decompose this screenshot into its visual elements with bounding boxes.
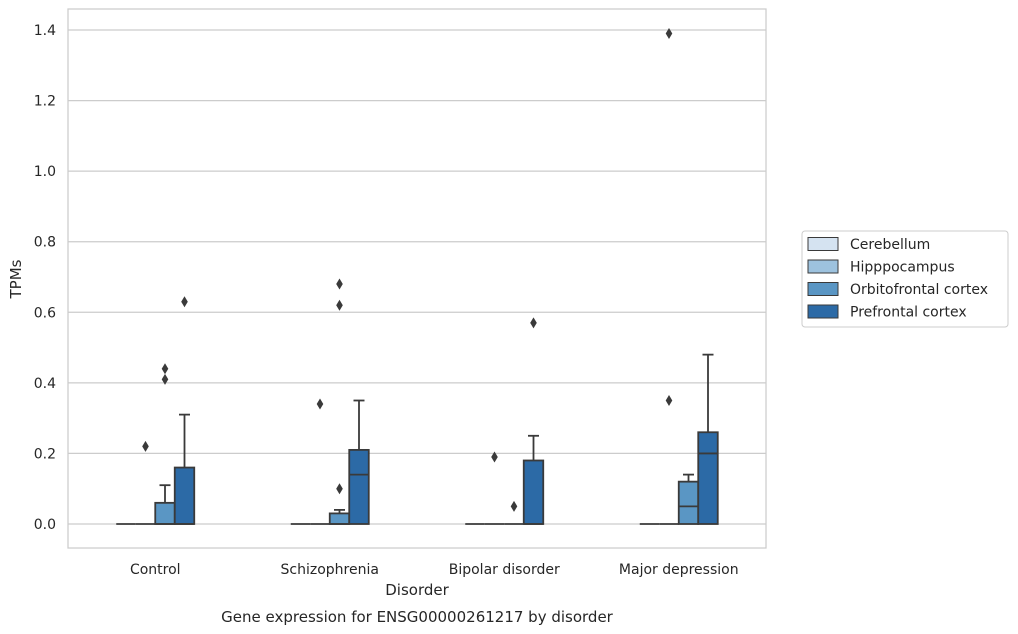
outlier-point (161, 373, 169, 385)
box (348, 448, 370, 525)
outlier-point (161, 363, 169, 375)
outlier-point (316, 398, 324, 410)
y-axis-label: TPMs (7, 259, 25, 299)
box-group (173, 296, 196, 525)
x-axis-label: Disorder (385, 581, 449, 599)
legend-swatch (807, 259, 839, 274)
y-tick-label: 1.2 (34, 94, 56, 110)
y-tick-label: 1.0 (34, 164, 56, 180)
x-tick-label: Bipolar disorder (449, 562, 560, 578)
outlier-point (530, 317, 537, 329)
plot-area-frame (67, 8, 767, 549)
box-group (522, 317, 545, 525)
figure-caption: Gene expression for ENSG00000261217 by d… (221, 608, 614, 626)
y-tick-label: 0.2 (34, 446, 56, 462)
y-tick-label: 0.8 (34, 235, 56, 251)
y-tick-label: 1.4 (34, 23, 56, 39)
y-tick-labels: 0.0 0.2 0.4 0.6 0.8 1.0 1.2 1.4 (34, 23, 56, 533)
outlier-point (665, 28, 673, 40)
outlier-point (336, 299, 343, 311)
x-tick-label: Major depression (619, 562, 739, 578)
legend-item: Orbitofrontal cortex (807, 282, 988, 298)
box-group (154, 363, 176, 525)
box-series (116, 28, 719, 525)
y-tick-label: 0.4 (34, 376, 56, 392)
legend-item: Cerebellum (807, 237, 930, 253)
legend-swatch (807, 282, 839, 296)
x-tick-label: Control (130, 562, 181, 578)
legend-label: Orbitofrontal cortex (850, 282, 988, 298)
outlier-point (491, 451, 498, 463)
outlier-point (336, 483, 343, 495)
box-group (348, 399, 370, 525)
box (328, 512, 351, 525)
box-group (504, 500, 524, 525)
box (173, 466, 196, 525)
legend-item: Hipppocampus (807, 259, 955, 276)
legend-items: Cerebellum Hipppocampus Orbitofrontal cort… (807, 237, 988, 321)
box-group (697, 353, 719, 525)
legend-swatch (807, 237, 839, 251)
box (677, 480, 700, 525)
legend-frame (801, 230, 1009, 328)
box (154, 501, 176, 525)
y-tick-label: 0.0 (34, 517, 56, 533)
box-group (135, 440, 156, 525)
box-group (328, 278, 351, 525)
legend-item: Prefrontal cortex (807, 304, 967, 321)
legend-label: Prefrontal cortex (850, 305, 967, 321)
box-group (659, 28, 679, 525)
outlier-point (336, 278, 343, 290)
x-tick-labels: Control Schizophrenia Bipolar disorder Majo… (130, 562, 739, 578)
legend-label: Cerebellum (850, 237, 930, 253)
x-tick-label: Schizophrenia (281, 562, 379, 578)
box-group (310, 398, 330, 525)
box (697, 431, 719, 525)
box-group (484, 451, 505, 525)
series-group (135, 28, 679, 525)
legend-label: Hipppocampus (850, 260, 955, 276)
grid-lines (68, 29, 766, 525)
series-group (154, 278, 700, 525)
outlier-point (665, 395, 673, 406)
box (522, 459, 545, 525)
outlier-point (181, 296, 188, 308)
series-group (173, 296, 719, 525)
outlier-point (142, 440, 149, 452)
legend-swatch (807, 304, 839, 319)
y-tick-label: 0.6 (34, 305, 56, 321)
box-group (677, 473, 700, 525)
legend: Cerebellum Hipppocampus Orbitofrontal cort… (801, 230, 1009, 328)
outlier-point (510, 500, 518, 512)
